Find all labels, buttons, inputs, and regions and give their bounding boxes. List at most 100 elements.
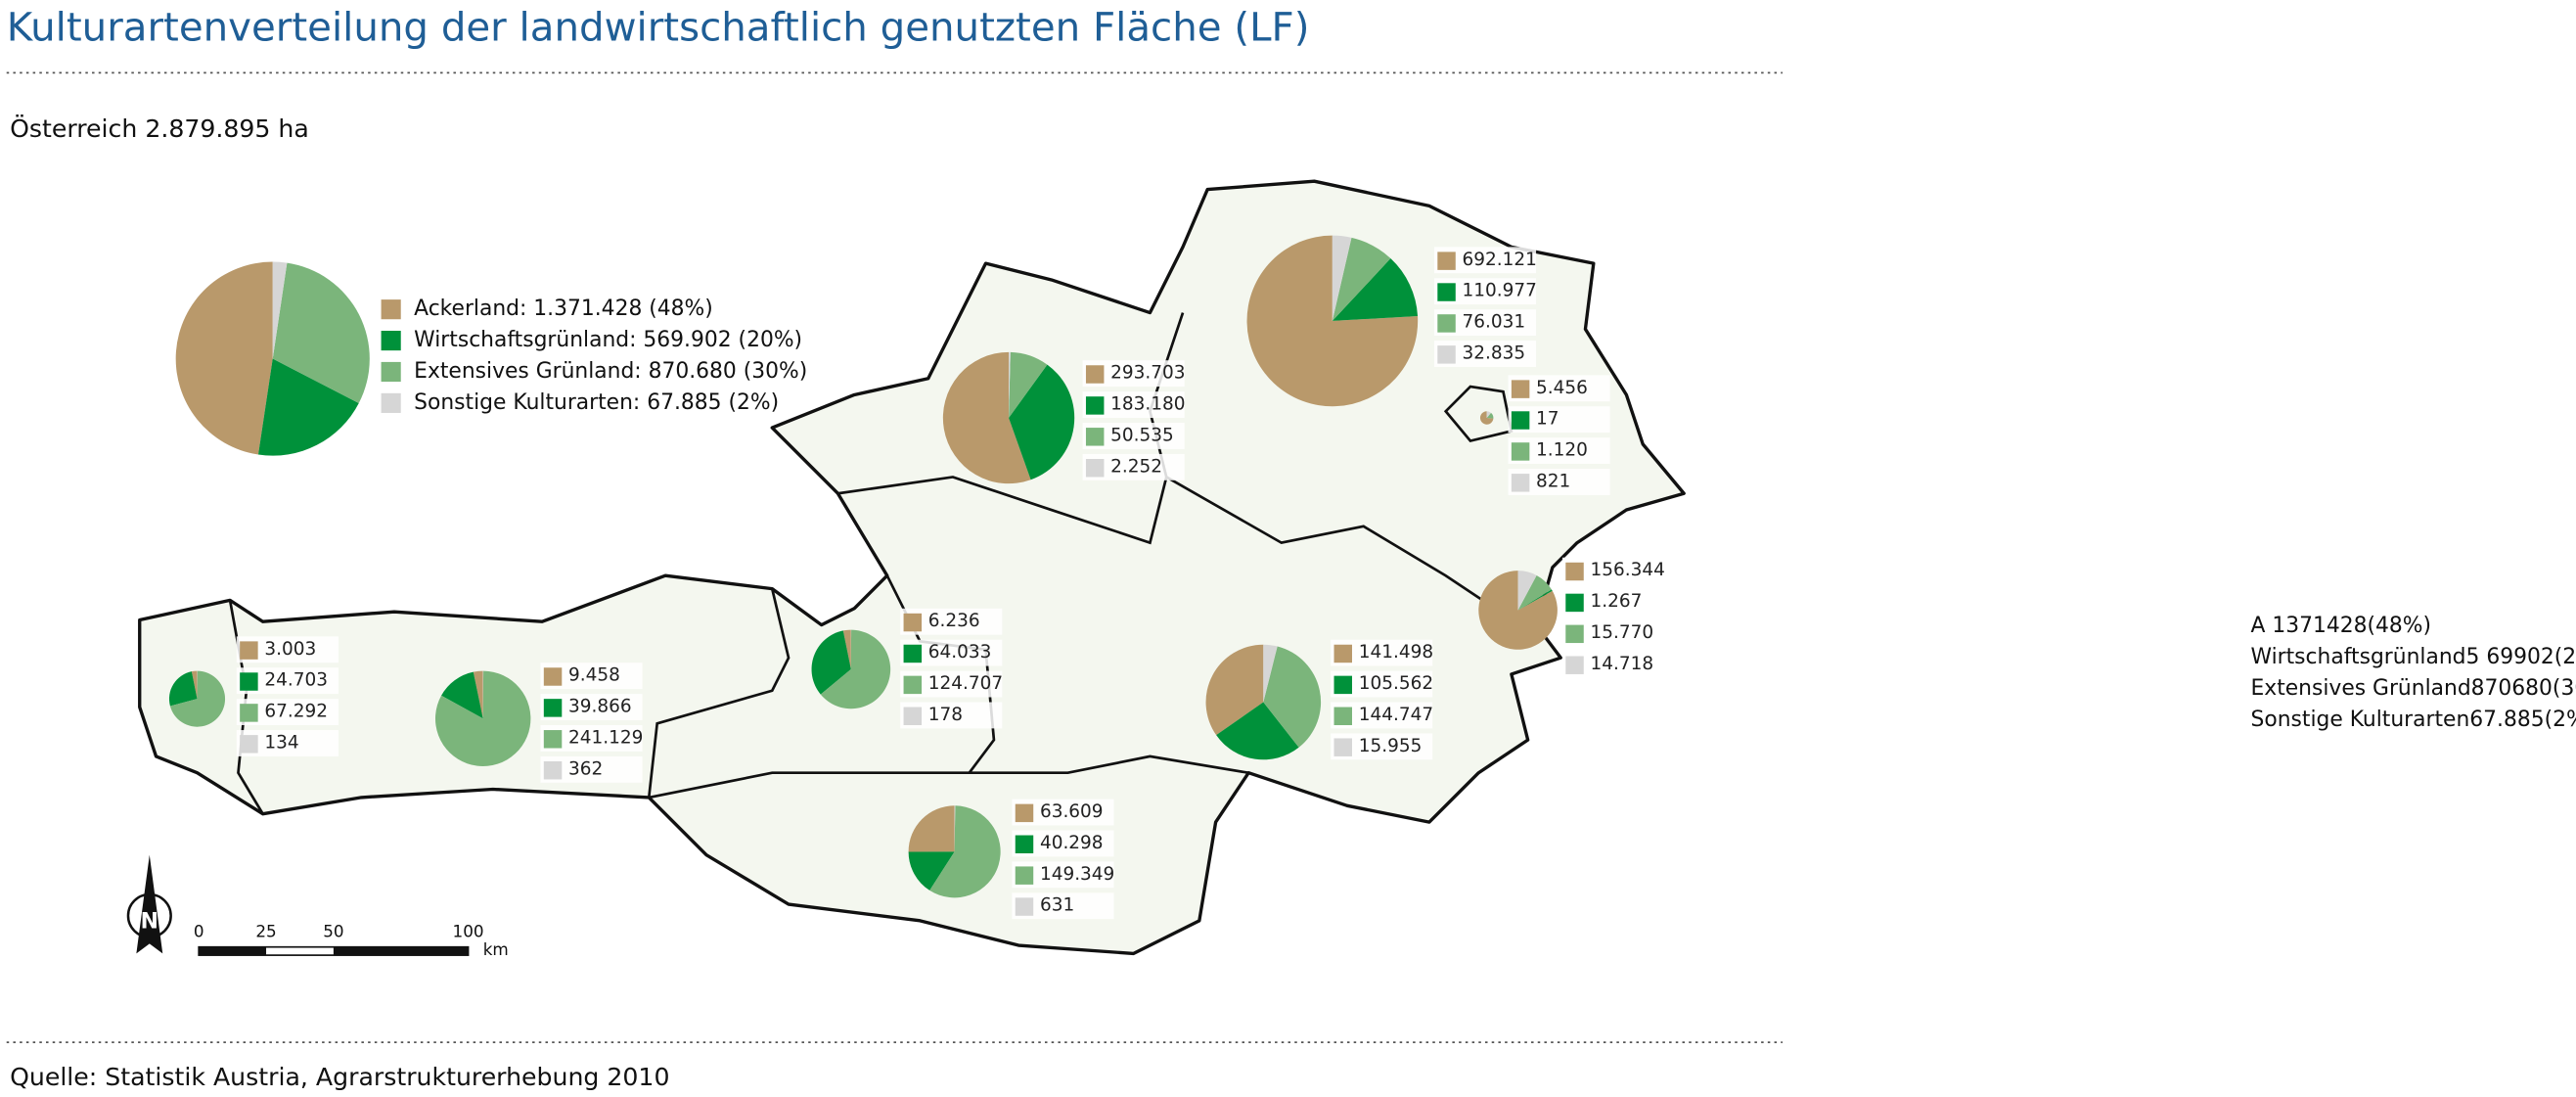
value-label: 821: [1536, 471, 1570, 491]
pie-slice: [1479, 411, 1494, 425]
overlay-text: Wirtschaftsgrünland5 69902(20%): [2251, 645, 2576, 669]
label-swatch: [903, 707, 923, 726]
value-label: 67.292: [264, 702, 328, 722]
value-label: 3.003: [264, 639, 316, 660]
value-label: 2.252: [1110, 456, 1162, 477]
title: Kulturartenverteilung der landwirtschaft…: [7, 5, 1310, 51]
value-label: 631: [1040, 895, 1074, 916]
scale-label: 50: [323, 922, 343, 941]
value-label: 124.707: [928, 673, 1003, 694]
pie-slice: [1216, 702, 1299, 760]
label-swatch: [1511, 442, 1530, 461]
pie-slice: [1246, 235, 1419, 407]
label-swatch: [903, 613, 923, 632]
label-swatch: [903, 644, 923, 663]
pie-slice: [1332, 237, 1391, 321]
label-swatch: [1085, 458, 1105, 478]
value-label: 50.535: [1110, 425, 1174, 445]
pie-slice: [168, 671, 198, 707]
label-swatch: [1015, 803, 1034, 823]
value-label: 40.298: [1040, 833, 1104, 853]
pie-slice: [842, 629, 851, 669]
legend-label: Wirtschaftsgrünland: 569.902 (20%): [414, 328, 802, 352]
value-label: 141.498: [1359, 642, 1433, 663]
value-label: 15.955: [1359, 736, 1423, 756]
pie-slice: [175, 261, 273, 455]
pie-slice: [1009, 351, 1048, 419]
legend-swatch: [381, 392, 401, 413]
label-swatch: [1565, 593, 1584, 613]
pie-slice: [434, 670, 531, 766]
pie-slice: [473, 670, 483, 719]
pie-slice: [1517, 571, 1537, 611]
label-swatch: [1437, 251, 1456, 270]
scale-label: 25: [255, 922, 276, 941]
value-label: 32.835: [1462, 343, 1525, 364]
label-swatch: [1565, 656, 1584, 674]
pie-slice: [1205, 644, 1264, 736]
label-swatch: [543, 667, 563, 686]
label-swatch: [1333, 738, 1352, 756]
overlay-text: Extensives Grünland870680(30%): [2251, 676, 2576, 701]
pie-slice: [942, 351, 1031, 484]
pie-slice: [908, 805, 955, 852]
value-label: 1.267: [1590, 591, 1642, 612]
label-swatch: [543, 699, 563, 717]
value-label: 105.562: [1359, 673, 1433, 694]
label-swatch: [1565, 624, 1584, 644]
legend-label: Sonstige Kulturarten: 67.885 (2%): [414, 390, 779, 415]
pie-slice: [811, 630, 851, 695]
overlay-text: Sonstige Kulturarten67.885(2%): [2251, 708, 2576, 732]
value-label: 15.770: [1590, 622, 1653, 643]
legend-swatch: [381, 331, 401, 351]
north-label: N: [141, 910, 158, 935]
legend-swatch: [381, 299, 401, 320]
pie-slice: [1517, 574, 1552, 611]
value-label: 110.977: [1462, 281, 1536, 301]
label-swatch: [1015, 897, 1034, 916]
value-label: 63.609: [1040, 801, 1104, 822]
pie-slice: [1263, 646, 1322, 748]
pie-slice: [1009, 351, 1011, 419]
pie-slice: [1332, 258, 1419, 321]
pie-slice: [820, 629, 891, 709]
legend-label: Extensives Grünland: 870.680 (30%): [414, 359, 807, 384]
label-swatch: [240, 672, 258, 691]
value-label: 64.033: [928, 642, 992, 663]
pie-slice: [272, 261, 288, 359]
label-swatch: [1333, 675, 1352, 695]
label-swatch: [1085, 428, 1105, 446]
label-swatch: [543, 730, 563, 749]
label-swatch: [1437, 283, 1456, 301]
scale-bar: [198, 945, 470, 956]
value-label: 76.031: [1462, 312, 1525, 333]
value-label: 144.747: [1359, 705, 1433, 725]
label-swatch: [240, 641, 258, 660]
pie-slice: [929, 805, 1001, 898]
source: Quelle: Statistik Austria, Agrarstruktur…: [10, 1063, 669, 1091]
value-label: 17: [1536, 409, 1559, 430]
value-label: 6.236: [928, 611, 980, 631]
label-swatch: [1437, 314, 1456, 333]
overlay-text: A 1371428(48%): [2251, 614, 2432, 638]
pie-slice: [1332, 235, 1352, 321]
value-label: 362: [568, 758, 603, 779]
label-swatch: [1333, 707, 1352, 726]
legend-swatch: [381, 361, 401, 383]
pie-slice: [1009, 364, 1075, 480]
value-label: 156.344: [1590, 560, 1664, 580]
label-swatch: [1015, 835, 1034, 853]
value-label: 293.703: [1110, 363, 1185, 384]
label-swatch: [240, 735, 258, 754]
pie-slice: [1486, 412, 1494, 419]
value-label: 14.718: [1590, 654, 1653, 674]
value-label: 1.120: [1536, 440, 1588, 461]
label-swatch: [1511, 380, 1530, 398]
pie-slice: [1486, 418, 1494, 419]
label-swatch: [1437, 345, 1456, 364]
value-label: 39.866: [568, 697, 632, 717]
north-arrow: N: [126, 854, 172, 954]
value-label: 178: [928, 705, 963, 725]
